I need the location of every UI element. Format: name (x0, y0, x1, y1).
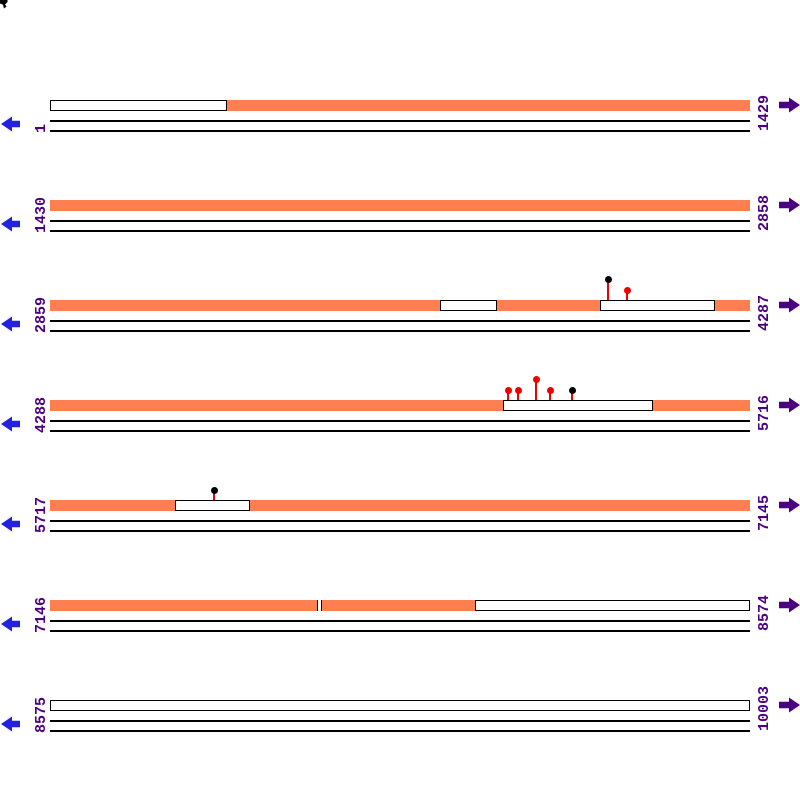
clipped-glyph-artifact (0, 0, 8, 9)
right-arrow-icon (779, 197, 800, 213)
unaligned-box (475, 600, 750, 611)
red-variant-marker[interactable] (623, 286, 631, 294)
right-arrow-icon (779, 297, 800, 313)
sequence-line (50, 330, 750, 332)
scroll-left-arrow[interactable] (1, 716, 22, 732)
scroll-right-arrow[interactable] (779, 497, 800, 513)
aligned-segment (322, 600, 475, 611)
red-variant-marker[interactable] (504, 386, 512, 394)
marker-stem (549, 390, 551, 400)
row-end-coordinate: 10003 (756, 685, 773, 731)
scroll-left-arrow[interactable] (1, 416, 22, 432)
aligned-segment (50, 500, 175, 511)
row-start-coordinate: 7146 (33, 596, 50, 633)
marker-stem (535, 379, 537, 400)
right-arrow-icon (779, 697, 800, 713)
scroll-left-arrow[interactable] (1, 516, 22, 532)
right-arrow-icon (779, 597, 800, 613)
sequence-line (50, 530, 750, 532)
aligned-segment (50, 200, 750, 211)
marker-stem (626, 290, 628, 300)
aligned-segment (653, 400, 750, 411)
row-start-coordinate: 4288 (33, 396, 50, 433)
scroll-right-arrow[interactable] (779, 597, 800, 613)
unaligned-box (503, 400, 653, 411)
red-variant-marker[interactable] (532, 375, 540, 383)
sequence-line (50, 230, 750, 232)
row-start-coordinate: 2859 (33, 296, 50, 333)
unaligned-box (440, 300, 497, 311)
sequence-line (50, 120, 750, 122)
sequence-line (50, 620, 750, 622)
scroll-left-arrow[interactable] (1, 316, 22, 332)
gap-notch (317, 600, 322, 611)
scroll-left-arrow[interactable] (1, 216, 22, 232)
scroll-left-arrow[interactable] (1, 616, 22, 632)
sequence-line (50, 730, 750, 732)
sequence-line (50, 420, 750, 422)
right-arrow-icon (779, 497, 800, 513)
scroll-left-arrow[interactable] (1, 116, 22, 132)
sequence-line (50, 630, 750, 632)
sequence-line (50, 220, 750, 222)
row-end-coordinate: 8574 (756, 594, 773, 631)
red-variant-marker[interactable] (546, 386, 554, 394)
right-arrow-icon (779, 97, 800, 113)
marker-stem (517, 390, 519, 400)
row-end-coordinate: 5716 (756, 394, 773, 431)
marker-stem (607, 279, 609, 300)
red-variant-marker[interactable] (514, 386, 522, 394)
sequence-line (50, 130, 750, 132)
sequence-line (50, 520, 750, 522)
aligned-segment (227, 100, 750, 111)
scroll-right-arrow[interactable] (779, 297, 800, 313)
row-end-coordinate: 4287 (756, 294, 773, 331)
row-end-coordinate: 1429 (756, 94, 773, 131)
right-arrow-icon (779, 397, 800, 413)
aligned-segment (250, 500, 750, 511)
left-arrow-icon (1, 116, 20, 132)
aligned-segment (715, 300, 750, 311)
sequence-line (50, 320, 750, 322)
black-variant-marker[interactable] (604, 275, 612, 283)
unaligned-box (175, 500, 250, 511)
row-start-coordinate: 5717 (33, 496, 50, 533)
marker-stem (571, 390, 573, 400)
black-variant-marker[interactable] (210, 486, 218, 494)
aligned-segment (50, 300, 440, 311)
unaligned-box (600, 300, 715, 311)
row-start-coordinate: 1430 (33, 196, 50, 233)
unaligned-box (50, 100, 227, 111)
sequence-line (50, 720, 750, 722)
left-arrow-icon (1, 716, 20, 732)
row-end-coordinate: 2858 (756, 194, 773, 231)
row-start-coordinate: 1 (33, 123, 50, 133)
scroll-right-arrow[interactable] (779, 697, 800, 713)
unaligned-box (50, 700, 750, 711)
left-arrow-icon (1, 516, 20, 532)
scroll-right-arrow[interactable] (779, 197, 800, 213)
left-arrow-icon (1, 216, 20, 232)
scroll-right-arrow[interactable] (779, 397, 800, 413)
row-end-coordinate: 7145 (756, 494, 773, 531)
marker-stem (507, 390, 509, 400)
row-start-coordinate: 8575 (33, 696, 50, 733)
marker-stem (213, 490, 215, 500)
left-arrow-icon (1, 416, 20, 432)
aligned-segment (50, 600, 317, 611)
scroll-right-arrow[interactable] (779, 97, 800, 113)
left-arrow-icon (1, 316, 20, 332)
black-variant-marker[interactable] (568, 386, 576, 394)
aligned-segment (50, 400, 503, 411)
left-arrow-icon (1, 616, 20, 632)
aligned-segment (497, 300, 600, 311)
sequence-line (50, 430, 750, 432)
